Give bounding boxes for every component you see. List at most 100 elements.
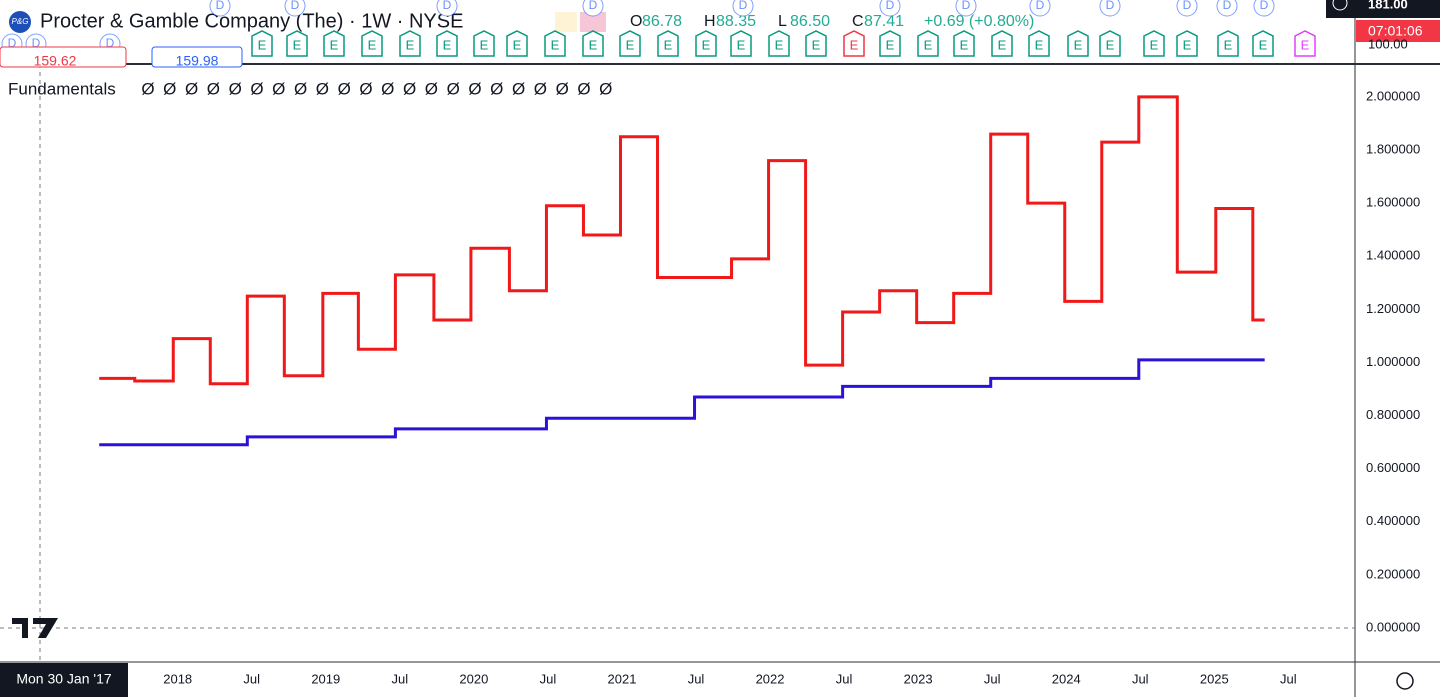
indicator-value: Ø — [425, 79, 438, 98]
x-tick-label: Jul — [688, 671, 705, 686]
crosshair-x-label: Mon 30 Jan '17 — [16, 671, 112, 687]
earnings-label: E — [960, 37, 969, 52]
dividend-label: D — [1223, 0, 1232, 12]
earnings-label: E — [293, 37, 302, 52]
step-line — [99, 95, 1265, 386]
dividend-badge — [879, 0, 901, 17]
x-tick-label: 2024 — [1052, 671, 1081, 686]
dividend-badge — [955, 0, 977, 17]
earnings-label: E — [812, 37, 821, 52]
earnings-label: E — [664, 37, 673, 52]
earnings-badge — [695, 30, 717, 57]
earnings-label: E — [1074, 37, 1083, 52]
earnings-badge — [917, 30, 939, 57]
earnings-badge — [473, 30, 495, 57]
ohlc-value: 86.78 — [642, 13, 682, 30]
earnings-badge — [361, 30, 383, 57]
y-tick-label: 1.800000 — [1366, 141, 1420, 156]
add-button[interactable] — [1332, 0, 1348, 11]
indicator-value: Ø — [272, 79, 285, 98]
indicator-value: Ø — [512, 79, 525, 98]
earnings-label: E — [1301, 37, 1310, 52]
earnings-label: E — [551, 37, 560, 52]
earnings-label: E — [443, 37, 452, 52]
ohlc-value: 87.41 — [864, 13, 904, 30]
ohlc-value: 86.50 — [790, 13, 830, 30]
earnings-label: E — [1035, 37, 1044, 52]
x-tick-label: Jul — [836, 671, 853, 686]
dividend-badge — [1216, 0, 1238, 17]
x-tick-label: 2019 — [311, 671, 340, 686]
earnings-badge — [436, 30, 458, 57]
earnings-badge — [1252, 30, 1274, 57]
earnings-label: E — [998, 37, 1007, 52]
earnings-label: E — [1183, 37, 1192, 52]
series — [99, 95, 1265, 447]
events: E E E E E E E E E E E E E E E E E E E E E E E E E E E E E D D D D D D D D D D D… — [1, 0, 1316, 57]
x-tick-label: 2023 — [904, 671, 933, 686]
earnings-badge — [251, 30, 273, 57]
y-tick-label: 0.200000 — [1366, 566, 1420, 581]
dividend-label: D — [32, 36, 41, 50]
y-tick-label: 2.000000 — [1366, 88, 1420, 103]
x-tick-label: Jul — [243, 671, 260, 686]
indicator-value: Ø — [338, 79, 351, 98]
earnings-badge — [399, 30, 421, 57]
dividend-label: D — [216, 0, 225, 12]
x-tick-label: 2018 — [163, 671, 192, 686]
earnings-badge — [1176, 30, 1198, 57]
indicator-value: Ø — [163, 79, 176, 98]
dividend-label: D — [1106, 0, 1115, 12]
earnings-label: E — [702, 37, 711, 52]
indicator-value: Ø — [316, 79, 329, 98]
x-tick-label: 2021 — [608, 671, 637, 686]
indicator-value: Ø — [468, 79, 481, 98]
price-tag — [0, 46, 127, 68]
earnings-badge — [323, 30, 345, 57]
dividend-label: D — [291, 0, 300, 12]
x-tick-label: Jul — [1280, 671, 1297, 686]
indicator-value: Ø — [294, 79, 307, 98]
dividend-badge — [1253, 0, 1275, 17]
price-tag — [151, 46, 243, 68]
dividend-label: D — [739, 0, 748, 12]
earnings-badge — [805, 30, 827, 57]
indicator-value: Ø — [250, 79, 263, 98]
change: +0.69 (+0.80%) — [924, 13, 1034, 30]
earnings-badge — [730, 30, 752, 57]
axis-label: 100.00 — [1368, 36, 1408, 51]
earnings-label: E — [924, 37, 933, 52]
indicator-value: Ø — [359, 79, 372, 98]
logo — [9, 11, 31, 33]
earnings-badge — [1217, 30, 1239, 57]
dividend-badge — [436, 0, 458, 17]
x-tick-label: Jul — [540, 671, 557, 686]
price-tag-text: 159.98 — [176, 53, 219, 69]
earnings-badge — [953, 30, 975, 57]
y-tick-label: 0.800000 — [1366, 407, 1420, 422]
earnings-label: E — [775, 37, 784, 52]
earnings-badge — [843, 30, 865, 57]
dividend-badge — [1176, 0, 1198, 17]
dividend-badge — [209, 0, 231, 17]
indicator-value: Ø — [490, 79, 503, 98]
dividend-label: D — [1036, 0, 1045, 12]
y-tick-label: 1.400000 — [1366, 248, 1420, 263]
earnings-badge — [582, 30, 604, 57]
earnings-label: E — [330, 37, 339, 52]
axis-tag-text: 181.00 — [1368, 0, 1408, 11]
y-tick-label: 0.000000 — [1366, 619, 1420, 634]
earnings-badge — [657, 30, 679, 57]
indicator-value: Ø — [447, 79, 460, 98]
indicator-value: Ø — [577, 79, 590, 98]
axes: 0.000000 0.200000 0.400000 0.600000 0.800000… — [0, 88, 1420, 686]
y-tick-label: 0.600000 — [1366, 460, 1420, 475]
axis-tag — [1356, 20, 1440, 42]
earnings-badge — [1143, 30, 1165, 57]
earnings-label: E — [480, 37, 489, 52]
indicator-value: Ø — [599, 79, 612, 98]
settings-button[interactable] — [1396, 672, 1414, 690]
